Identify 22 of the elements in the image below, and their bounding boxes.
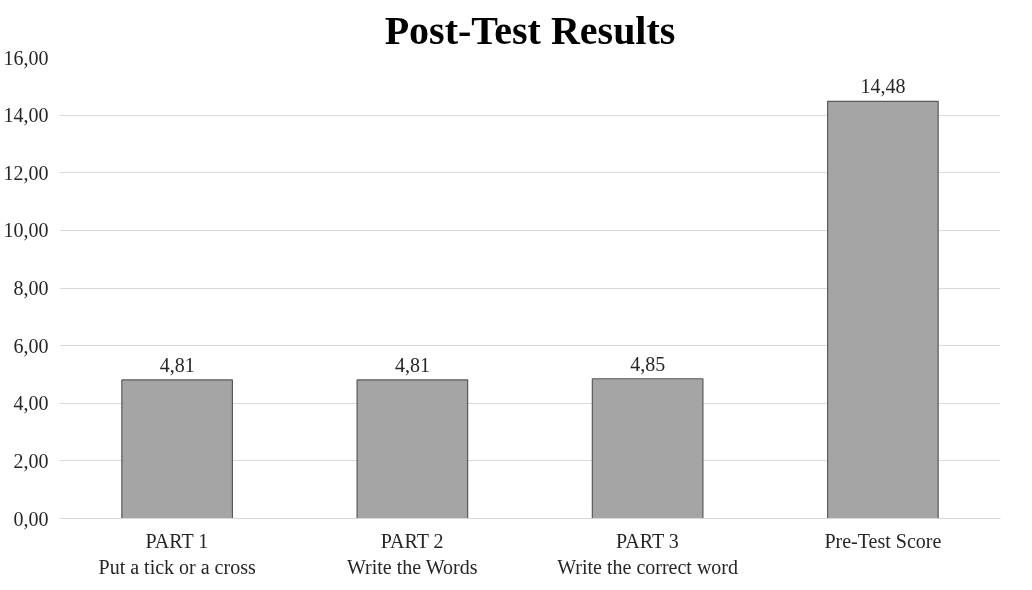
y-tick-label: 2,00: [13, 449, 49, 472]
y-tick-label: 8,00: [13, 277, 49, 299]
y-tick-label: 14,00: [3, 104, 49, 127]
y-tick-label: 6,00: [13, 334, 49, 357]
bar: [826, 100, 939, 519]
y-tick-label: 4,00: [13, 392, 49, 415]
data-label: 4,85: [630, 352, 666, 375]
y-tick-label: 16,00: [3, 46, 49, 69]
x-tick-label: PART 3 Write the correct word: [557, 529, 739, 578]
x-tick-label: PART 1 Put a tick or a cross: [98, 529, 256, 578]
y-tick-label: 10,00: [3, 219, 49, 242]
x-tick-label: PART 2 Write the Words: [346, 529, 478, 578]
x-tick-label: Pre-Test Score: [824, 529, 942, 552]
data-label: 14,48: [860, 75, 906, 98]
data-label: 4,81: [159, 353, 195, 376]
y-tick-label: 0,00: [13, 507, 49, 530]
chart-title: Post-Test Results: [384, 7, 676, 53]
bar: [356, 379, 469, 519]
bar: [121, 379, 234, 519]
y-tick-label: 12,00: [3, 161, 49, 184]
bar: [591, 378, 704, 519]
data-label: 4,81: [394, 353, 430, 376]
